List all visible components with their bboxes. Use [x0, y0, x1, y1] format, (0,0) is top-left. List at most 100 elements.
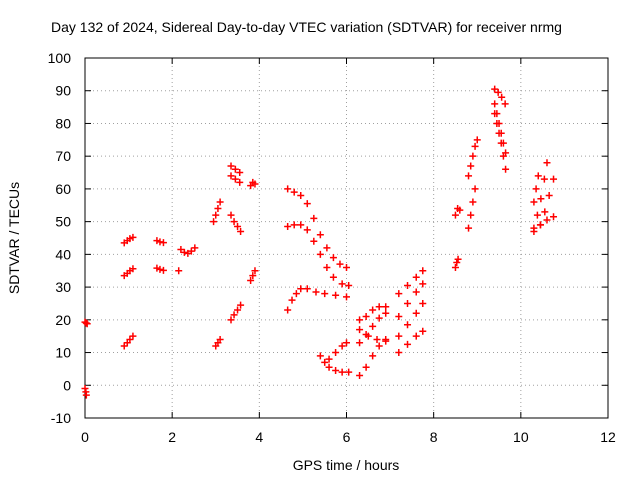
y-tick-label: -10 [51, 410, 71, 426]
data-point [467, 211, 475, 219]
data-point [303, 200, 311, 208]
data-point [451, 263, 459, 271]
data-point [382, 337, 390, 345]
data-point [81, 385, 89, 393]
y-tick-label: 70 [55, 148, 71, 164]
data-point [338, 342, 346, 350]
data-point [419, 299, 427, 307]
data-point [541, 208, 549, 216]
data-point [325, 363, 333, 371]
x-axis-label: GPS time / hours [293, 457, 400, 473]
data-point [543, 216, 551, 224]
data-point [419, 280, 427, 288]
data-point [234, 223, 242, 231]
data-point [214, 205, 222, 213]
data-point [251, 267, 259, 275]
data-point [237, 227, 245, 235]
data-point [419, 267, 427, 275]
y-tick-label: 20 [55, 312, 71, 328]
data-point [236, 169, 244, 177]
data-point [175, 267, 183, 275]
data-point [454, 255, 462, 263]
data-point [316, 352, 324, 360]
data-point [345, 368, 353, 376]
data-point [465, 172, 473, 180]
x-tick-label: 4 [255, 429, 263, 445]
data-point [292, 290, 300, 298]
data-point [471, 142, 479, 150]
data-point [231, 165, 239, 173]
data-point [469, 198, 477, 206]
data-point [501, 100, 509, 108]
data-point [297, 191, 305, 199]
data-point [369, 306, 377, 314]
x-ticks: 0 2 4 6 8 10 12 [81, 58, 616, 445]
data-point [356, 326, 364, 334]
data-point [550, 213, 558, 221]
data-point [338, 368, 346, 376]
data-point [395, 349, 403, 357]
data-point [537, 195, 545, 203]
data-point [129, 233, 137, 241]
data-point [227, 162, 235, 170]
data-point [216, 198, 224, 206]
data-point [191, 244, 199, 252]
data-point [284, 185, 292, 193]
data-point [395, 313, 403, 321]
data-point [329, 254, 337, 262]
data-point [323, 263, 331, 271]
y-tick-label: 90 [55, 83, 71, 99]
data-point [336, 260, 344, 268]
data-point [404, 321, 412, 329]
data-point [493, 110, 501, 118]
data-point [502, 149, 510, 157]
data-point [129, 332, 137, 340]
data-point [212, 211, 220, 219]
data-point [290, 221, 298, 229]
data-point [545, 191, 553, 199]
data-point [329, 273, 337, 281]
data-point [497, 129, 505, 137]
data-point [236, 178, 244, 186]
data-point [237, 301, 245, 309]
data-point [491, 85, 499, 93]
data-point [345, 281, 353, 289]
data-point [227, 172, 235, 180]
data-point [494, 88, 502, 96]
data-point [375, 303, 383, 311]
y-tick-label: 30 [55, 279, 71, 295]
data-point [343, 293, 350, 301]
x-tick-label: 0 [81, 429, 89, 445]
data-point [316, 250, 324, 258]
data-point [332, 367, 340, 375]
data-point [502, 165, 510, 173]
y-tick-label: 10 [55, 345, 71, 361]
chart-title: Day 132 of 2024, Sidereal Day-to-day VTE… [51, 19, 562, 35]
data-point [369, 352, 377, 360]
data-point [310, 237, 318, 245]
data-point [332, 349, 340, 357]
data-point [534, 172, 542, 180]
data-point [451, 211, 459, 219]
data-point [532, 185, 540, 193]
data-point [362, 313, 370, 321]
data-point [356, 339, 364, 347]
data-point [375, 342, 383, 350]
data-point [303, 285, 311, 293]
data-point [491, 100, 499, 108]
data-point [471, 185, 479, 193]
data-point [495, 119, 503, 127]
data-points [81, 85, 558, 399]
data-point [530, 224, 538, 232]
data-point [321, 290, 329, 298]
data-point [303, 226, 311, 234]
data-point [310, 214, 318, 222]
x-tick-label: 12 [600, 429, 616, 445]
y-tick-label: 60 [55, 181, 71, 197]
data-point [395, 290, 403, 298]
x-tick-label: 8 [430, 429, 438, 445]
y-tick-label: 0 [63, 377, 71, 393]
data-point [356, 316, 364, 324]
data-point [343, 339, 350, 347]
